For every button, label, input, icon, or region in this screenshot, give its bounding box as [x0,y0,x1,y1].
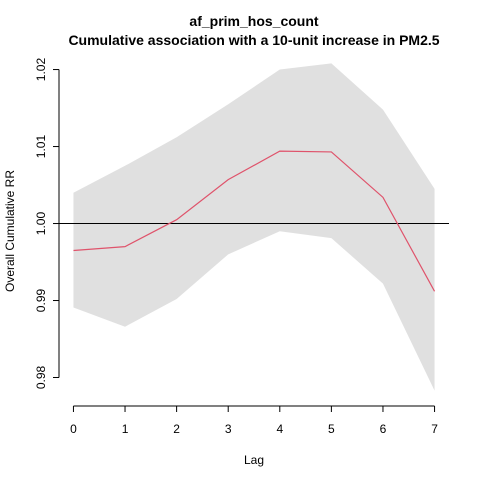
x-tick-label-2: 2 [173,422,180,436]
x-tick-label-0: 0 [70,422,77,436]
series-line-0 [73,150,436,292]
x-axis-label: Lag [244,453,264,467]
ci-band [73,63,435,391]
y-tick-label-1: 0.99 [34,289,48,313]
y-tick-label-0: 0.98 [34,366,48,390]
x-tick-label-7: 7 [431,422,438,436]
ci-band-layer [73,63,435,391]
series-line-layer [73,150,436,292]
y-tick-label-2: 1.00 [34,212,48,236]
chart-subtitle: Cumulative association with a 10-unit in… [68,32,439,48]
x-tick-label-1: 1 [122,422,129,436]
y-tick-label-4: 1.02 [34,58,48,82]
x-tick-label-3: 3 [225,422,232,436]
x-tick-label-6: 6 [380,422,387,436]
x-tick-label-4: 4 [276,422,283,436]
chart-title: af_prim_hos_count [189,13,318,29]
y-tick-label-3: 1.01 [34,135,48,159]
y-axis-label: Overall Cumulative RR [3,170,17,292]
axes: 0 1 2 3 4 5 6 7 0.98 0.99 1.00 1.01 1.02 [34,58,438,436]
x-tick-label-5: 5 [328,422,335,436]
